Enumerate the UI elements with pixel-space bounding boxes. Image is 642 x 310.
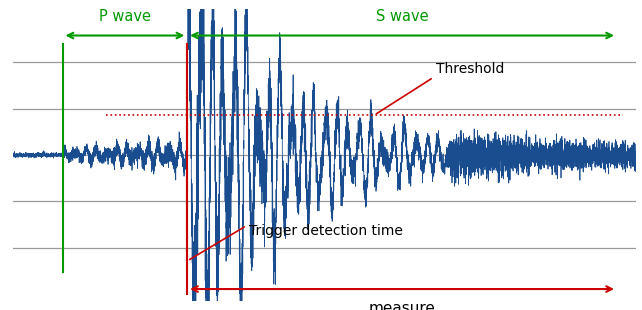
Text: P wave: P wave	[99, 9, 151, 24]
Text: measure: measure	[369, 301, 435, 310]
Text: Trigger detection time: Trigger detection time	[189, 224, 403, 259]
Text: Threshold: Threshold	[376, 61, 505, 114]
Text: S wave: S wave	[376, 9, 428, 24]
